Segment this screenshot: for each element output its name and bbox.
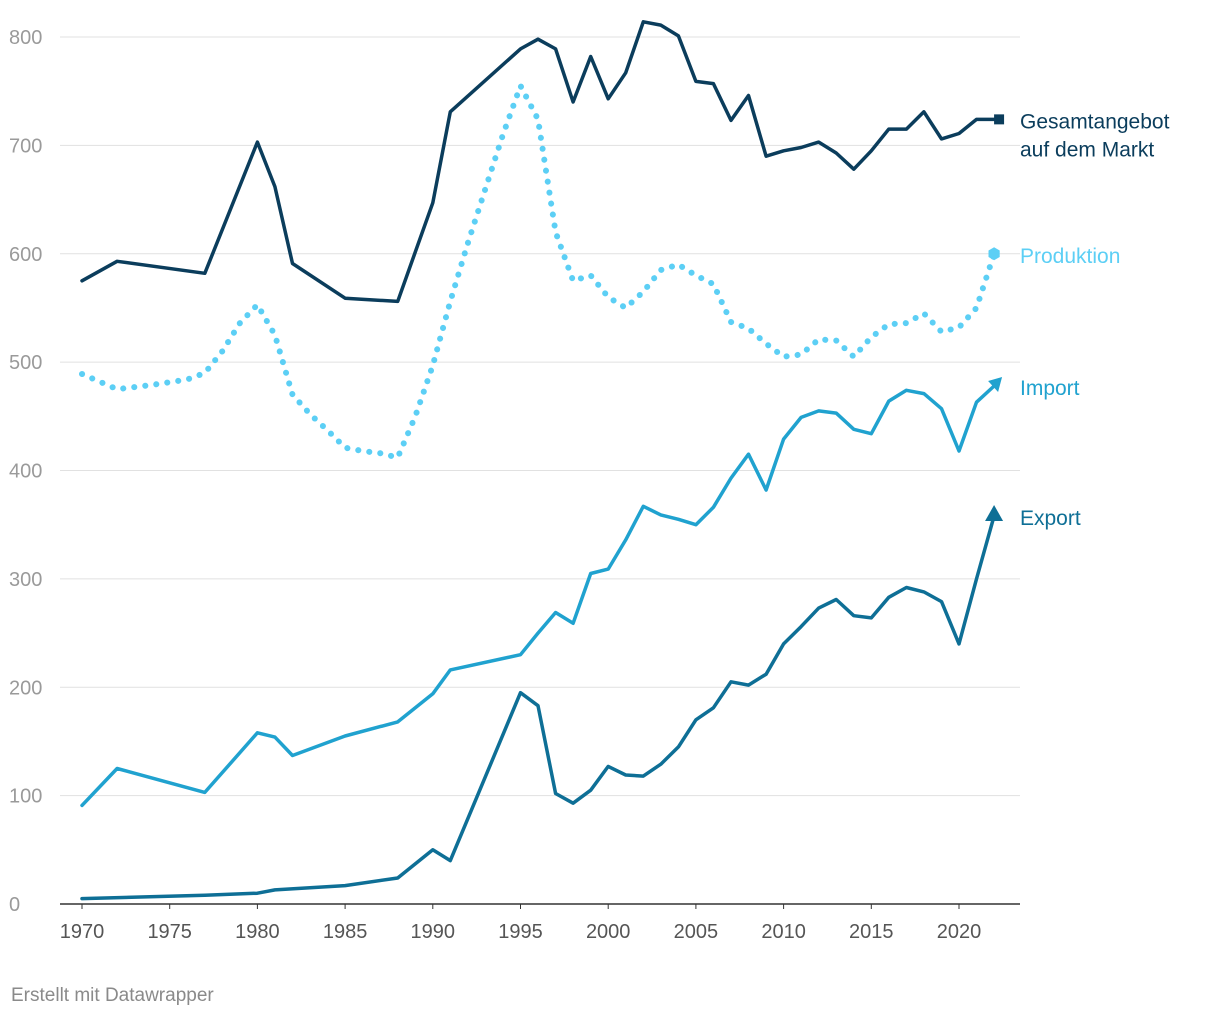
axes: 0 100 200 300 400 500 600 700 800 1970 1975 1980 198…: [9, 27, 1020, 943]
series-lines: [79, 20, 1005, 901]
series-line-0: [80, 20, 996, 304]
series-line-1: [79, 82, 998, 461]
x-tick-label: 2010: [761, 921, 806, 943]
x-tick-label: 1980: [235, 921, 280, 943]
series-label: Import: [1020, 377, 1080, 400]
series-label: Export: [1020, 507, 1081, 530]
x-tick-label: 1985: [323, 921, 368, 943]
series-end-marker: [994, 114, 1005, 125]
series-end-marker: [988, 376, 1003, 392]
series-labels: Gesamtangebot auf dem Markt Produktion Impo…: [1020, 110, 1170, 530]
series-end-marker: [988, 247, 1000, 261]
series-label: Produktion: [1020, 245, 1120, 268]
x-tick-label: 2020: [937, 921, 982, 943]
grid-lines: [60, 36, 1020, 797]
x-tick-label: 1995: [498, 921, 543, 943]
y-tick-label: 600: [9, 244, 42, 266]
line-chart: 0 100 200 300 400 500 600 700 800 1970 1975 1980 198…: [9, 20, 1170, 943]
x-tick-label: 2005: [674, 921, 719, 943]
series-line-2: [80, 384, 996, 808]
y-tick-label: 300: [9, 569, 42, 591]
y-tick-label: 800: [9, 27, 42, 49]
series-line-3: [80, 514, 996, 901]
series-label-line: Export: [1020, 507, 1081, 530]
x-tick-label: 2015: [849, 921, 894, 943]
series-label-line: Gesamtangebot: [1020, 110, 1170, 133]
y-tick-label: 500: [9, 352, 42, 374]
x-tick-label: 1970: [60, 921, 105, 943]
y-tick-label: 0: [9, 894, 20, 916]
series-label-line: Produktion: [1020, 245, 1120, 268]
y-tick-label: 200: [9, 677, 42, 699]
series-label-line: auf dem Markt: [1020, 138, 1154, 161]
footer-credit: Erstellt mit Datawrapper: [11, 985, 214, 1006]
series-label-line: Import: [1020, 377, 1080, 400]
y-tick-label: 100: [9, 786, 42, 808]
y-tick-label: 700: [9, 135, 42, 157]
x-tick-label: 2000: [586, 921, 631, 943]
series-label: Gesamtangebot auf dem Markt: [1020, 110, 1170, 161]
series-end-marker: [985, 505, 1004, 522]
y-tick-label: 400: [9, 461, 42, 483]
x-tick-label: 1975: [147, 921, 192, 943]
x-tick-label: 1990: [411, 921, 456, 943]
